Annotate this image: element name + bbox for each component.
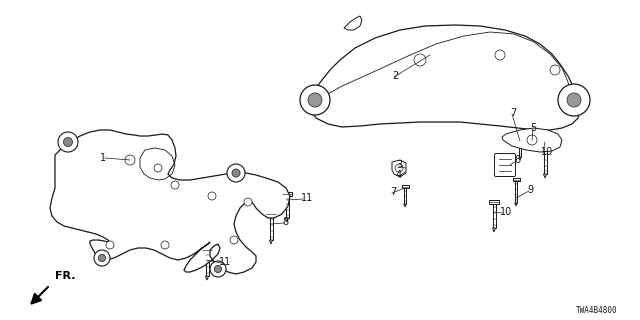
FancyBboxPatch shape bbox=[493, 204, 495, 228]
FancyBboxPatch shape bbox=[540, 142, 550, 146]
Circle shape bbox=[63, 138, 72, 147]
Text: 4: 4 bbox=[396, 170, 402, 180]
Circle shape bbox=[106, 241, 114, 249]
Polygon shape bbox=[502, 128, 562, 152]
FancyBboxPatch shape bbox=[266, 212, 276, 216]
Text: 11: 11 bbox=[301, 193, 313, 203]
Text: 1: 1 bbox=[100, 153, 106, 163]
Polygon shape bbox=[493, 228, 495, 232]
FancyBboxPatch shape bbox=[543, 146, 547, 174]
Text: 6: 6 bbox=[514, 155, 520, 165]
Circle shape bbox=[125, 155, 135, 165]
Text: 7: 7 bbox=[390, 187, 396, 197]
Circle shape bbox=[567, 93, 581, 107]
Polygon shape bbox=[543, 174, 547, 178]
FancyBboxPatch shape bbox=[489, 200, 499, 204]
Text: 3: 3 bbox=[396, 160, 402, 170]
Polygon shape bbox=[205, 276, 209, 280]
Text: FR.: FR. bbox=[55, 271, 76, 281]
FancyBboxPatch shape bbox=[202, 248, 212, 252]
Circle shape bbox=[308, 93, 322, 107]
Circle shape bbox=[208, 192, 216, 200]
FancyBboxPatch shape bbox=[516, 140, 524, 143]
Polygon shape bbox=[392, 160, 406, 177]
Circle shape bbox=[94, 250, 110, 266]
Text: 10: 10 bbox=[541, 147, 553, 157]
Circle shape bbox=[550, 65, 560, 75]
Polygon shape bbox=[285, 218, 289, 222]
Circle shape bbox=[414, 54, 426, 66]
Polygon shape bbox=[344, 16, 362, 30]
Text: 5: 5 bbox=[530, 123, 536, 133]
Circle shape bbox=[558, 84, 590, 116]
FancyBboxPatch shape bbox=[515, 181, 517, 203]
Circle shape bbox=[99, 254, 106, 262]
Text: 9: 9 bbox=[527, 185, 533, 195]
Circle shape bbox=[495, 50, 505, 60]
Text: 10: 10 bbox=[500, 207, 512, 217]
Circle shape bbox=[210, 261, 226, 277]
FancyBboxPatch shape bbox=[269, 216, 273, 240]
Text: 11: 11 bbox=[219, 257, 231, 267]
FancyBboxPatch shape bbox=[519, 143, 521, 157]
Circle shape bbox=[527, 135, 537, 145]
Circle shape bbox=[161, 241, 169, 249]
Circle shape bbox=[154, 164, 162, 172]
FancyBboxPatch shape bbox=[495, 154, 515, 177]
Circle shape bbox=[58, 132, 78, 152]
Circle shape bbox=[300, 85, 330, 115]
FancyBboxPatch shape bbox=[285, 196, 289, 218]
FancyBboxPatch shape bbox=[205, 252, 209, 276]
Polygon shape bbox=[308, 25, 580, 130]
Polygon shape bbox=[515, 203, 517, 206]
Text: TWA4B4800: TWA4B4800 bbox=[577, 306, 618, 315]
Circle shape bbox=[214, 265, 221, 273]
Circle shape bbox=[230, 236, 238, 244]
Polygon shape bbox=[404, 204, 406, 207]
Polygon shape bbox=[50, 130, 290, 274]
Text: 2: 2 bbox=[392, 71, 398, 81]
FancyBboxPatch shape bbox=[401, 185, 408, 188]
Circle shape bbox=[171, 181, 179, 189]
FancyBboxPatch shape bbox=[404, 188, 406, 204]
FancyBboxPatch shape bbox=[513, 178, 520, 181]
FancyBboxPatch shape bbox=[282, 192, 292, 196]
Polygon shape bbox=[269, 240, 273, 244]
Circle shape bbox=[232, 169, 240, 177]
Text: 8: 8 bbox=[282, 217, 288, 227]
Text: 7: 7 bbox=[510, 108, 516, 118]
Polygon shape bbox=[519, 157, 521, 160]
Circle shape bbox=[244, 198, 252, 206]
Circle shape bbox=[227, 164, 245, 182]
